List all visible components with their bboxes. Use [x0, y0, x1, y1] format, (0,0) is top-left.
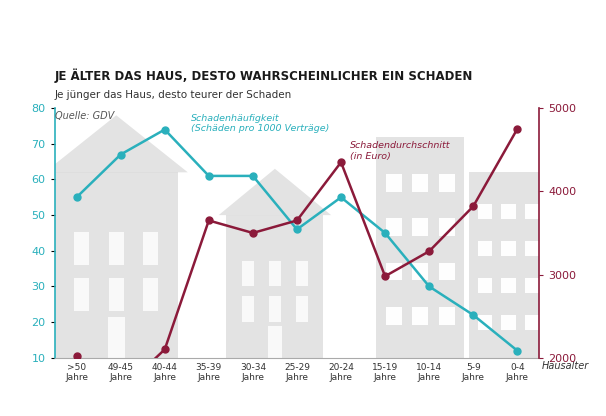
Bar: [525, 241, 539, 256]
Bar: [242, 261, 253, 287]
Bar: [525, 315, 539, 330]
Bar: [413, 174, 428, 192]
Bar: [296, 261, 308, 287]
Text: Hausalter: Hausalter: [542, 362, 589, 371]
Bar: [268, 327, 282, 358]
Bar: [525, 278, 539, 293]
Text: Je jünger das Haus, desto teurer der Schaden: Je jünger das Haus, desto teurer der Sch…: [55, 90, 292, 100]
Bar: [109, 232, 124, 265]
Polygon shape: [219, 169, 331, 215]
Bar: [269, 297, 281, 322]
Text: Quelle: GDV: Quelle: GDV: [55, 111, 114, 121]
Bar: [478, 204, 492, 219]
Bar: [242, 297, 253, 322]
Bar: [108, 317, 125, 358]
Bar: [439, 218, 454, 236]
Bar: [413, 307, 428, 324]
Bar: [478, 315, 492, 330]
Bar: [439, 262, 454, 280]
Bar: [269, 261, 281, 287]
Text: Schadenhäufigkeit
(Schäden pro 1000 Verträge): Schadenhäufigkeit (Schäden pro 1000 Vert…: [191, 114, 330, 133]
Bar: [109, 278, 124, 312]
Bar: [501, 278, 516, 293]
Bar: [439, 174, 454, 192]
Bar: [227, 215, 324, 358]
Bar: [439, 307, 454, 324]
Bar: [478, 241, 492, 256]
Bar: [501, 241, 516, 256]
Bar: [469, 172, 548, 358]
Polygon shape: [45, 115, 188, 172]
Bar: [386, 218, 402, 236]
Bar: [376, 137, 464, 358]
Bar: [386, 174, 402, 192]
Bar: [501, 315, 516, 330]
Bar: [75, 232, 89, 265]
Bar: [75, 278, 89, 312]
Bar: [501, 204, 516, 219]
Bar: [296, 297, 308, 322]
Text: JE ÄLTER DAS HAUS, DESTO WAHRSCHEINLICHER EIN SCHADEN: JE ÄLTER DAS HAUS, DESTO WAHRSCHEINLICHE…: [55, 69, 473, 83]
Bar: [144, 278, 158, 312]
Bar: [413, 218, 428, 236]
Bar: [386, 262, 402, 280]
Bar: [144, 232, 158, 265]
Bar: [525, 204, 539, 219]
Bar: [478, 278, 492, 293]
Bar: [55, 172, 178, 358]
Text: Schadendurchschnitt
(in Euro): Schadendurchschnitt (in Euro): [350, 141, 450, 161]
Bar: [413, 262, 428, 280]
Bar: [386, 307, 402, 324]
